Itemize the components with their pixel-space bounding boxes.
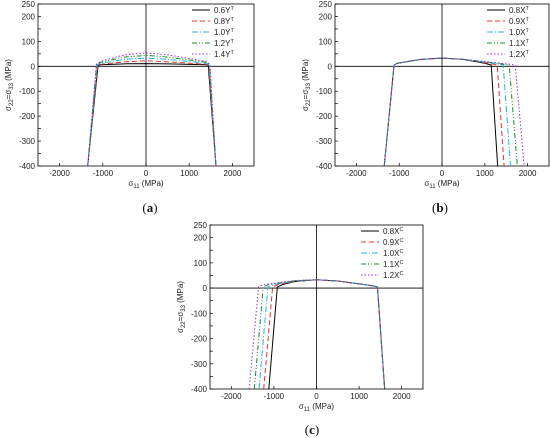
subfigure-caption: (a): [142, 200, 157, 215]
x-tick-label: 0: [144, 169, 149, 178]
y-tick-label: 100: [319, 37, 333, 46]
series-line-1: [383, 57, 499, 167]
chart-1: -2000 -1000 0 1000 20002502001000-100-200-30…: [4, 0, 255, 215]
x-tick-label: 2000: [393, 392, 411, 401]
series-line-4: [87, 54, 217, 167]
legend-entry: 0.9XT: [509, 17, 529, 26]
y-tick-label: 0: [203, 284, 208, 293]
y-tick-label: 250: [319, 0, 333, 9]
series-line-5: [248, 279, 386, 390]
series-line-1: [87, 63, 217, 167]
legend-entry: 0.8XT: [509, 6, 529, 15]
y-tick-label: 250: [194, 221, 208, 230]
x-tick-label: 2000: [224, 169, 242, 178]
legend-entry: 0.6YT: [214, 6, 234, 15]
y-tick-label: -300: [316, 137, 333, 146]
legend-entry: 1.2XC: [383, 271, 403, 280]
series-line-3: [87, 57, 217, 167]
y-tick-label: -300: [19, 137, 36, 146]
legend-entry: 1.1XT: [509, 39, 529, 48]
legend-entry: 1.0XT: [509, 28, 529, 37]
y-axis-label: σ22=σ33 (MPa): [301, 59, 312, 111]
y-tick-label: -100: [316, 87, 333, 96]
series-line-2: [383, 57, 505, 167]
subfigure-caption: (b): [432, 200, 448, 215]
y-tick-label: 100: [22, 37, 36, 46]
legend-entry: 0.8YT: [214, 17, 234, 26]
legend-entry: 1.2XT: [509, 50, 529, 59]
y-tick-label: 250: [22, 0, 36, 9]
x-axis-label: σ11 (MPa): [424, 179, 460, 190]
series-line-3: [258, 279, 386, 390]
series-line-2: [87, 60, 217, 167]
x-tick-label: 0: [440, 169, 445, 178]
legend-entry: 1.0XC: [383, 249, 403, 258]
y-tick-label: -100: [19, 87, 36, 96]
series-line-5: [383, 57, 525, 167]
legend-entry: 1.1XC: [383, 260, 403, 269]
x-tick-label: -2000: [49, 169, 70, 178]
series-line-2: [263, 279, 386, 390]
x-tick-label: -2000: [221, 392, 242, 401]
legend-entry: 1.4YT: [214, 50, 234, 59]
series-line-1: [268, 279, 386, 390]
series-line-4: [383, 57, 518, 167]
y-tick-label: -400: [316, 162, 333, 171]
y-tick-label: -200: [316, 112, 333, 121]
y-tick-label: 200: [319, 12, 333, 21]
y-axis-label: σ22=σ33 (MPa): [176, 281, 187, 333]
x-tick-label: 0: [314, 392, 319, 401]
chart-2: -2000 -1000 0 1000 20002502001000-100-200-30…: [301, 0, 550, 215]
legend-entry: 1.0YT: [214, 28, 234, 37]
x-tick-label: -1000: [264, 392, 285, 401]
x-tick-label: -1000: [93, 169, 114, 178]
x-tick-label: 1000: [476, 169, 494, 178]
y-tick-label: 200: [194, 234, 208, 243]
y-tick-label: -400: [19, 162, 36, 171]
series-line-5: [87, 52, 217, 167]
legend-entry: 0.8XC: [383, 227, 403, 236]
y-tick-label: 0: [328, 62, 333, 71]
x-tick-label: 1000: [350, 392, 368, 401]
chart-3: -2000 -1000 0 1000 20002502001000-100-200-30…: [176, 221, 424, 437]
y-tick-label: -200: [191, 335, 208, 344]
y-tick-label: 200: [22, 12, 36, 21]
y-axis-label: σ22=σ33 (MPa): [4, 59, 15, 111]
x-tick-label: 1000: [180, 169, 198, 178]
y-tick-label: -400: [191, 385, 208, 394]
y-tick-label: 0: [31, 62, 36, 71]
x-axis-label: σ11 (MPa): [128, 179, 164, 190]
legend-entry: 0.9XC: [383, 238, 403, 247]
x-tick-label: 2000: [519, 169, 537, 178]
x-tick-label: -1000: [389, 169, 410, 178]
legend-entry: 1.2YT: [214, 39, 234, 48]
y-tick-label: 100: [194, 259, 208, 268]
y-tick-label: -100: [191, 309, 208, 318]
x-tick-label: -2000: [346, 169, 367, 178]
x-axis-label: σ11 (MPa): [299, 402, 335, 413]
y-tick-label: -300: [191, 360, 208, 369]
subfigure-caption: (c): [305, 422, 319, 437]
y-tick-label: -200: [19, 112, 36, 121]
